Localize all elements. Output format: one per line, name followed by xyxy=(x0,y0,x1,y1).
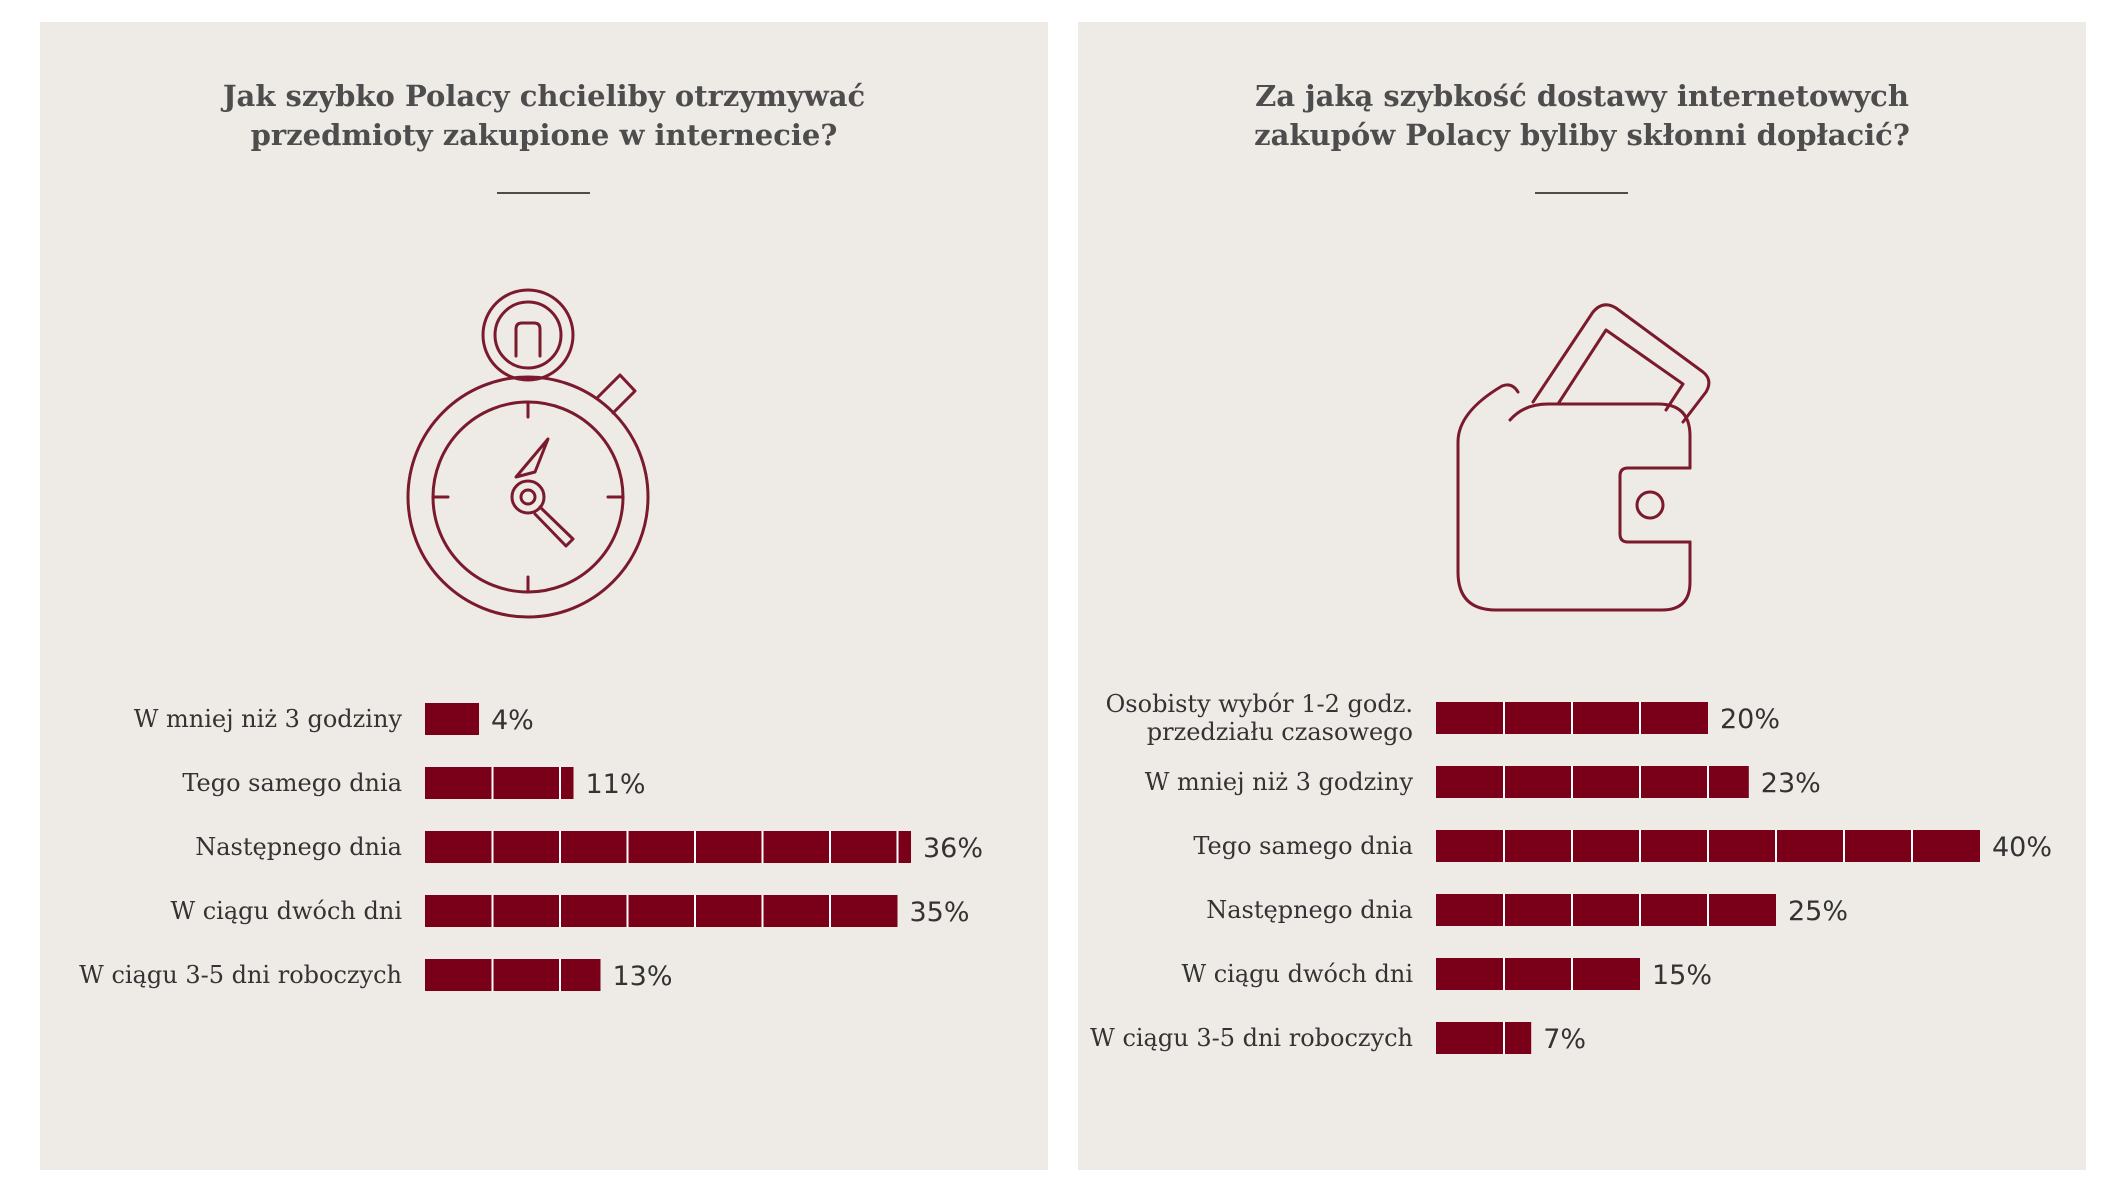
bar xyxy=(1436,766,1749,798)
category-label: Następnego dnia xyxy=(1206,896,1413,924)
value-label: 23% xyxy=(1761,768,1821,799)
category-label: Osobisty wybór 1-2 godz. przedziału czaso… xyxy=(1106,690,1413,746)
category-label: W ciągu 3-5 dni roboczych xyxy=(79,961,402,989)
chart-title: Jak szybko Polacy chcieliby otrzymywać p… xyxy=(40,77,1048,155)
value-label: 13% xyxy=(613,961,673,992)
bar xyxy=(425,831,911,863)
category-label-line: Następnego dnia xyxy=(195,833,402,861)
category-label-line: W ciągu 3-5 dni roboczych xyxy=(79,961,402,989)
value-label: 40% xyxy=(1992,832,2052,863)
category-label-line: W mniej niż 3 godziny xyxy=(134,705,403,733)
category-label-line: przedziału czasowego xyxy=(1147,718,1413,746)
category-label-line: W mniej niż 3 godziny xyxy=(1145,768,1414,796)
bar xyxy=(425,895,898,927)
title-divider xyxy=(1535,192,1628,194)
category-label: W ciągu dwóch dni xyxy=(170,897,402,925)
bar xyxy=(425,959,601,991)
title-line: zakupów Polacy byliby skłonni dopłacić? xyxy=(1254,118,1910,152)
title-line: Za jaką szybkość dostawy internetowych xyxy=(1255,79,1909,113)
value-label: 11% xyxy=(586,769,646,800)
bar xyxy=(425,767,574,799)
left-panel: Jak szybko Polacy chcieliby otrzymywać p… xyxy=(40,22,1048,1170)
title-line: przedmioty zakupione w internecie? xyxy=(250,118,838,152)
category-label: W mniej niż 3 godziny xyxy=(1145,768,1414,796)
value-label: 7% xyxy=(1543,1024,1586,1055)
value-label: 36% xyxy=(923,833,983,864)
bar xyxy=(1436,958,1640,990)
bar-chart: W mniej niż 3 godziny 4% Tego samego dnia 1… xyxy=(79,703,983,992)
category-label: W mniej niż 3 godziny xyxy=(134,705,403,733)
title-line: Jak szybko Polacy chcieliby otrzymywać xyxy=(222,79,866,113)
value-label: 20% xyxy=(1720,704,1780,735)
category-label: W ciągu dwóch dni xyxy=(1181,960,1413,988)
category-label-line: Następnego dnia xyxy=(1206,896,1413,924)
value-label: 15% xyxy=(1652,960,1712,991)
value-label: 35% xyxy=(910,897,970,928)
category-label: Tego samego dnia xyxy=(1193,832,1413,860)
title-divider xyxy=(497,192,590,194)
category-label-line: W ciągu dwóch dni xyxy=(170,897,402,925)
category-label: Następnego dnia xyxy=(195,833,402,861)
right-panel: Za jaką szybkość dostawy internetowych z… xyxy=(1078,22,2086,1170)
category-label: W ciągu 3-5 dni roboczych xyxy=(1090,1024,1413,1052)
bar xyxy=(1436,894,1776,926)
stopwatch-icon xyxy=(406,288,650,619)
category-label-line: W ciągu dwóch dni xyxy=(1181,960,1413,988)
value-label: 25% xyxy=(1788,896,1848,927)
category-label-line: Tego samego dnia xyxy=(182,769,402,797)
category-label: Tego samego dnia xyxy=(182,769,402,797)
category-label-line: W ciągu 3-5 dni roboczych xyxy=(1090,1024,1413,1052)
category-label-line: Osobisty wybór 1-2 godz. xyxy=(1106,690,1413,718)
category-label-line: Tego samego dnia xyxy=(1193,832,1413,860)
chart-title: Za jaką szybkość dostawy internetowych z… xyxy=(1078,77,2086,155)
wallet-icon xyxy=(1456,303,1711,612)
bar xyxy=(425,703,479,735)
bar-chart: Osobisty wybór 1-2 godz. przedziału czaso… xyxy=(1090,690,2052,1055)
bar xyxy=(1436,1022,1532,1054)
value-label: 4% xyxy=(491,705,534,736)
